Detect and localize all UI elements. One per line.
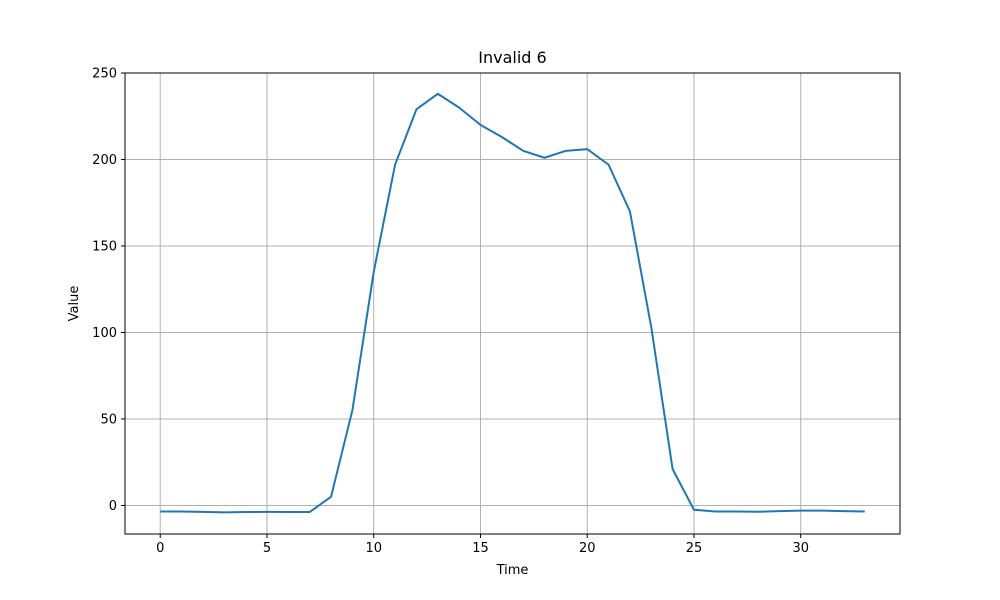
y-axis-label: Value: [67, 286, 82, 322]
x-tick-label: 0: [156, 541, 164, 556]
y-axis: 0 50 100 150 200 250: [92, 67, 125, 514]
series-layer: [160, 92, 865, 514]
y-tick-label: 250: [92, 67, 117, 82]
chart-title: Invalid 6: [478, 48, 546, 67]
y-tick-label: 0: [109, 499, 117, 514]
plot-frame: [124, 72, 901, 535]
y-tick-label: 200: [92, 153, 117, 168]
x-tick-label: 20: [579, 541, 596, 556]
x-axis-label: Time: [496, 563, 529, 578]
x-axis: 0 5 10 15 20 25 30: [156, 534, 809, 556]
y-tick-label: 50: [100, 412, 117, 427]
series-line: [160, 92, 865, 514]
x-tick-label: 5: [263, 541, 271, 556]
x-tick-label: 30: [792, 541, 809, 556]
x-tick-label: 15: [472, 541, 489, 556]
grid-lines: [125, 72, 900, 534]
y-tick-label: 100: [92, 326, 117, 341]
x-tick-label: 25: [686, 541, 703, 556]
y-tick-label: 150: [92, 239, 117, 254]
x-tick-label: 10: [365, 541, 382, 556]
